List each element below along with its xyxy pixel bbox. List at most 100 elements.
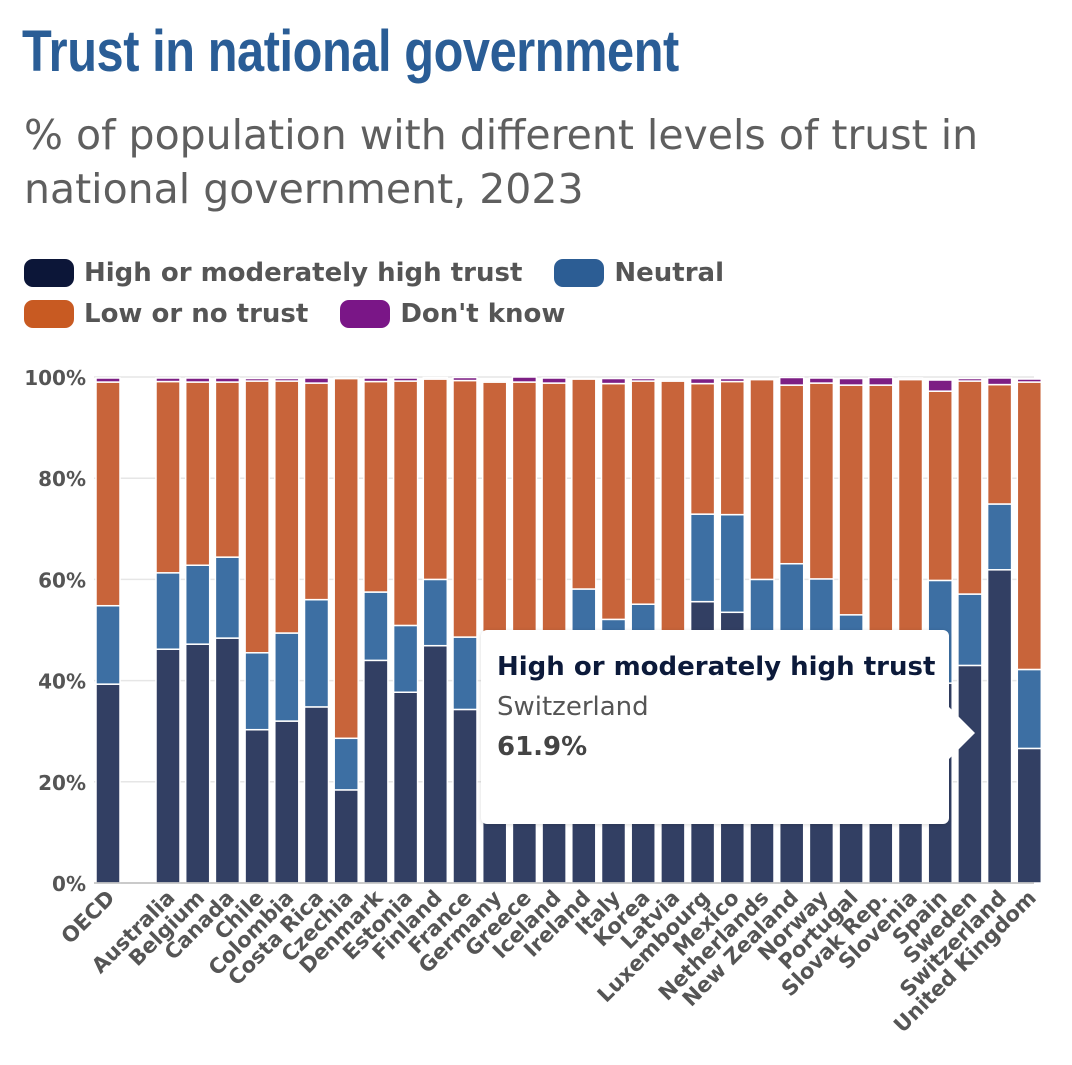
- legend-swatch: [554, 258, 605, 287]
- bar-segment-3: [927, 379, 953, 392]
- bar-segment-3: [481, 379, 508, 383]
- bar-segment-3: [184, 377, 211, 383]
- bar-segment-2: [511, 381, 538, 634]
- bar-segment-2: [808, 382, 835, 580]
- bar-segment-3: [214, 377, 241, 383]
- bar-segment-2: [927, 390, 953, 582]
- bar-segment-1: [957, 593, 983, 667]
- bar-segment-1: [392, 624, 419, 693]
- bar-segment-0: [986, 569, 1013, 884]
- bar-segment-1: [214, 556, 241, 639]
- legend-item-high-trust[interactable]: High or moderately high trust: [24, 258, 522, 288]
- legend-label: Neutral: [614, 257, 725, 288]
- bar-segment-3: [155, 377, 181, 383]
- bar-segment-1: [333, 737, 359, 791]
- bar-segment-3: [600, 377, 627, 385]
- bar-segment-2: [986, 383, 1013, 505]
- bar-segment-3: [897, 377, 924, 381]
- bar-segment-2: [689, 382, 716, 515]
- bar-segment-3: [808, 377, 835, 384]
- bar-segment-3: [363, 377, 389, 383]
- bar-segment-0: [155, 648, 181, 884]
- bar-segment-2: [392, 380, 419, 627]
- bar-segment-3: [392, 377, 419, 382]
- bar-segment-1: [1016, 668, 1043, 750]
- legend-swatch: [24, 299, 74, 328]
- bar-segment-0: [214, 637, 241, 884]
- y-tick-label: 0%: [52, 872, 86, 896]
- y-tick-label: 20%: [38, 771, 86, 795]
- y-tick-label: 80%: [38, 467, 86, 491]
- bar-segment-2: [303, 382, 330, 601]
- bar-segment-2: [600, 382, 627, 621]
- bar-segment-2: [719, 380, 746, 516]
- legend-item-dont-know[interactable]: Don't know: [340, 299, 565, 329]
- bar-segment-1: [719, 513, 746, 614]
- bar-segment-2: [897, 378, 924, 634]
- bar-segment-1: [155, 572, 181, 650]
- bar-segment-3: [660, 378, 686, 382]
- bar-segment-1: [303, 598, 330, 708]
- bar-segment-2: [630, 380, 656, 605]
- bar-segment-2: [541, 382, 567, 634]
- y-tick-label: 60%: [38, 568, 86, 592]
- bar-segment-0: [422, 644, 449, 884]
- bar-segment-0: [184, 643, 211, 884]
- y-tick-label: 40%: [38, 670, 86, 694]
- bar-segment-3: [274, 377, 300, 382]
- legend-label: Low or no trust: [84, 298, 309, 329]
- bar-segment-2: [660, 380, 686, 634]
- bar-segment-3: [303, 377, 330, 384]
- tooltip: High or moderately high trust Switzerlan…: [481, 630, 949, 824]
- bar-segment-2: [95, 381, 121, 607]
- legend-label: Don't know: [400, 298, 566, 329]
- bar-segment-2: [155, 380, 181, 574]
- tooltip-value: 61.9%: [497, 732, 588, 762]
- bar-segment-1: [422, 578, 449, 647]
- bar-segment-1: [274, 632, 300, 722]
- bar-segment-3: [333, 377, 359, 380]
- legend-swatch: [340, 299, 391, 328]
- bar-segment-2: [274, 380, 300, 634]
- bar-segment-2: [1016, 381, 1043, 671]
- bar-segment-2: [778, 384, 805, 565]
- bar-segment-0: [1016, 747, 1043, 884]
- tooltip-arrow: [949, 707, 975, 759]
- chart-title: Trust in national government: [22, 19, 679, 84]
- bar-segment-1: [363, 591, 389, 662]
- bar-segment-0: [303, 706, 330, 884]
- bar-segment-3: [719, 377, 746, 383]
- bar-segment-1: [184, 564, 211, 645]
- bar-segment-2: [571, 378, 597, 590]
- bar-segment-3: [422, 376, 449, 380]
- bar-segment-2: [422, 378, 449, 581]
- tooltip-country: Switzerland: [497, 692, 649, 722]
- bar-segment-2: [244, 380, 270, 654]
- bar-segment-2: [957, 380, 983, 595]
- bar-segment-3: [986, 377, 1013, 386]
- legend-item-low-trust[interactable]: Low or no trust: [24, 299, 308, 329]
- bar-segment-0: [363, 659, 389, 884]
- bar-segment-3: [868, 376, 894, 386]
- y-tick-label: 100%: [24, 366, 86, 390]
- bar-segment-1: [689, 513, 716, 603]
- legend-item-neutral[interactable]: Neutral: [554, 258, 724, 288]
- bar-segment-0: [95, 683, 121, 884]
- legend-label: High or moderately high trust: [84, 257, 523, 288]
- bar-segment-3: [778, 376, 805, 386]
- bar-segment-0: [274, 720, 300, 884]
- bar-segment-2: [838, 384, 864, 616]
- bar-segment-3: [1016, 378, 1043, 383]
- bar-segment-3: [244, 377, 270, 382]
- bar-segment-2: [184, 381, 211, 566]
- bar-segment-1: [452, 636, 478, 711]
- chart-subtitle: % of population with different levels of…: [24, 111, 979, 213]
- bar-segment-2: [214, 381, 241, 558]
- bar-segment-3: [95, 377, 121, 383]
- bar-segment-3: [749, 378, 775, 381]
- bar-segment-2: [452, 379, 478, 638]
- bar-segment-0: [244, 728, 270, 884]
- bar-segment-2: [363, 380, 389, 593]
- bar-segment-3: [957, 377, 983, 382]
- bar-segment-2: [481, 381, 508, 634]
